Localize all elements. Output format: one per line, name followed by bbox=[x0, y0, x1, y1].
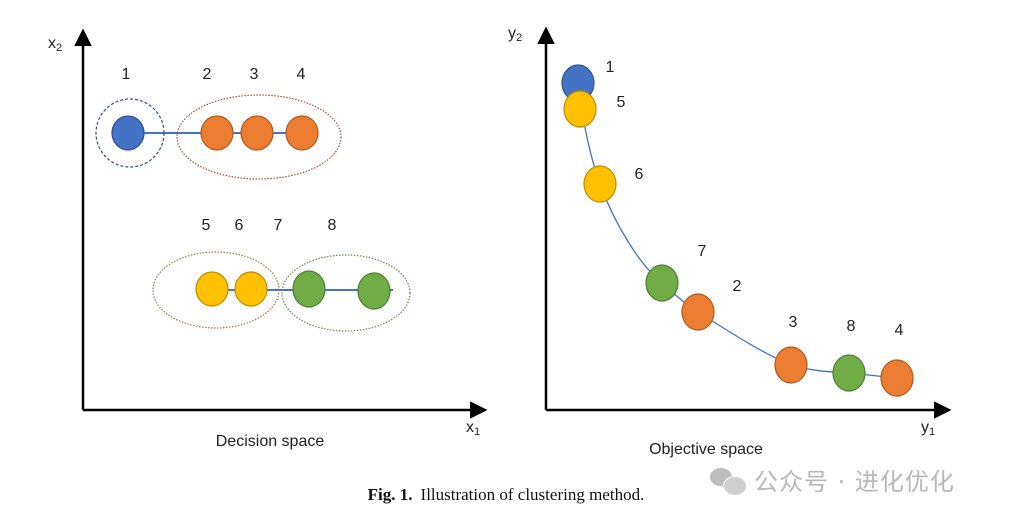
cluster-outline-2 bbox=[176, 94, 342, 180]
point-label-1: 1 bbox=[122, 66, 131, 83]
cluster-outline-3 bbox=[152, 251, 280, 329]
objective-point-5 bbox=[563, 90, 597, 128]
caption-text: Illustration of clustering method. bbox=[420, 485, 645, 504]
decision-point-8 bbox=[357, 272, 391, 310]
objective-label-5: 5 bbox=[617, 94, 626, 111]
caption-label: Fig. 1. bbox=[367, 485, 413, 504]
decision-point-3 bbox=[240, 115, 274, 151]
point-label-3: 3 bbox=[250, 66, 259, 83]
objective-label-4: 4 bbox=[895, 322, 904, 339]
decision-space-panel: x2 x1 Decision space 1 2 3 4 5 6 7 8 bbox=[48, 28, 488, 450]
objective-label-2: 2 bbox=[733, 278, 742, 295]
point-label-5: 5 bbox=[202, 217, 211, 234]
point-label-4: 4 bbox=[297, 66, 306, 83]
objective-point-8 bbox=[832, 354, 866, 392]
point-label-7: 7 bbox=[274, 217, 283, 234]
x2-axis-label: x2 bbox=[48, 35, 62, 54]
decision-point-4 bbox=[285, 115, 319, 151]
watermark-text: 公众号 · 进化优化 bbox=[754, 468, 955, 496]
objective-point-6 bbox=[583, 165, 617, 203]
decision-point-1 bbox=[111, 115, 145, 151]
cluster-outline-1 bbox=[95, 98, 165, 168]
objective-label-8: 8 bbox=[847, 318, 856, 335]
point-label-8: 8 bbox=[328, 217, 337, 234]
figure-caption: Fig. 1. Illustration of clustering method… bbox=[0, 485, 1012, 505]
objective-point-3 bbox=[774, 346, 808, 384]
decision-point-6 bbox=[234, 271, 268, 307]
x1-axis-label: x1 bbox=[466, 419, 480, 438]
objective-point-7 bbox=[645, 264, 679, 302]
objective-label-7: 7 bbox=[698, 243, 707, 260]
objective-point-4 bbox=[880, 359, 914, 397]
decision-space-title: Decision space bbox=[216, 433, 325, 450]
objective-label-6: 6 bbox=[635, 166, 644, 183]
watermark: 公众号 · 进化优化 bbox=[710, 462, 955, 497]
point-label-2: 2 bbox=[203, 66, 212, 83]
y2-axis-label: y2 bbox=[508, 25, 522, 44]
cluster-outline-4 bbox=[281, 254, 411, 332]
decision-point-5 bbox=[195, 271, 229, 307]
objective-space-panel: y2 y1 Objective space 1 5 6 7 2 3 8 4 bbox=[508, 25, 952, 458]
decision-point-2 bbox=[200, 115, 234, 151]
decision-point-7 bbox=[292, 270, 326, 308]
objective-point-2 bbox=[681, 293, 715, 331]
y1-axis-label: y1 bbox=[921, 419, 935, 438]
objective-label-1: 1 bbox=[606, 59, 615, 76]
wechat-icon bbox=[710, 466, 747, 496]
point-label-6: 6 bbox=[235, 217, 244, 234]
objective-label-3: 3 bbox=[789, 314, 798, 331]
objective-space-title: Objective space bbox=[649, 441, 763, 458]
